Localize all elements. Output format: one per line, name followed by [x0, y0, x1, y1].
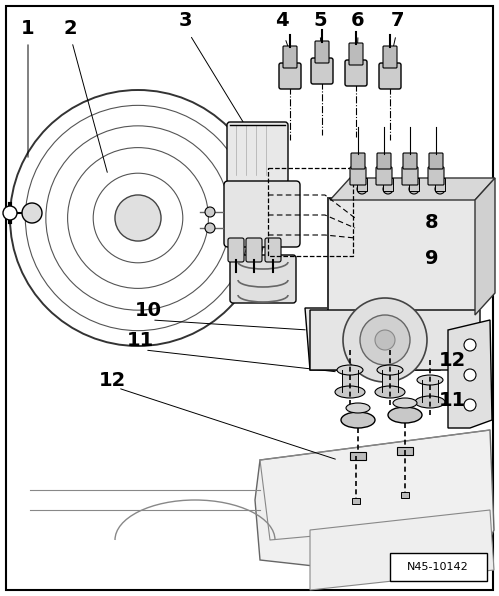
FancyBboxPatch shape — [350, 167, 366, 185]
FancyBboxPatch shape — [376, 167, 392, 185]
Bar — [435, 178, 445, 191]
FancyBboxPatch shape — [429, 153, 443, 169]
Bar — [350, 452, 366, 460]
FancyBboxPatch shape — [351, 153, 365, 169]
FancyBboxPatch shape — [349, 43, 363, 65]
FancyBboxPatch shape — [227, 122, 288, 183]
FancyBboxPatch shape — [246, 238, 262, 262]
Text: 12: 12 — [439, 350, 466, 370]
Circle shape — [343, 298, 427, 382]
Text: 6: 6 — [351, 11, 365, 29]
Text: 9: 9 — [425, 249, 439, 268]
FancyBboxPatch shape — [379, 63, 401, 89]
FancyBboxPatch shape — [228, 238, 244, 262]
Circle shape — [383, 184, 393, 194]
Bar — [422, 380, 438, 402]
Polygon shape — [475, 178, 495, 315]
Text: 3: 3 — [178, 11, 192, 29]
Bar — [397, 447, 413, 455]
Text: N45-10142: N45-10142 — [407, 562, 469, 572]
FancyBboxPatch shape — [283, 46, 297, 68]
FancyBboxPatch shape — [311, 58, 333, 84]
Ellipse shape — [341, 412, 375, 428]
Text: 2: 2 — [63, 18, 77, 38]
FancyBboxPatch shape — [265, 238, 281, 262]
Circle shape — [409, 184, 419, 194]
Text: 8: 8 — [425, 213, 439, 231]
Circle shape — [357, 184, 367, 194]
Circle shape — [22, 203, 42, 223]
Text: 7: 7 — [391, 11, 405, 29]
Circle shape — [115, 195, 161, 241]
FancyBboxPatch shape — [230, 255, 296, 303]
Polygon shape — [310, 510, 494, 590]
Bar — [357, 178, 367, 191]
Circle shape — [10, 90, 266, 346]
Ellipse shape — [335, 386, 365, 398]
Ellipse shape — [346, 403, 370, 413]
Circle shape — [375, 330, 395, 350]
Bar — [401, 492, 409, 498]
FancyBboxPatch shape — [402, 167, 418, 185]
FancyBboxPatch shape — [328, 198, 477, 317]
Text: 5: 5 — [313, 11, 327, 29]
Circle shape — [205, 223, 215, 233]
Ellipse shape — [337, 365, 363, 375]
Bar — [409, 178, 419, 191]
Circle shape — [464, 399, 476, 411]
Text: 10: 10 — [135, 300, 162, 319]
Ellipse shape — [388, 407, 422, 423]
Text: 12: 12 — [98, 371, 126, 390]
FancyBboxPatch shape — [279, 63, 301, 89]
Bar — [382, 370, 398, 392]
Ellipse shape — [415, 396, 445, 408]
Polygon shape — [305, 308, 445, 370]
Text: 1: 1 — [21, 18, 35, 38]
Circle shape — [360, 315, 410, 365]
Bar — [352, 498, 360, 504]
FancyBboxPatch shape — [345, 60, 367, 86]
FancyBboxPatch shape — [315, 41, 329, 63]
Circle shape — [3, 206, 17, 220]
Bar — [383, 178, 393, 191]
Text: 11: 11 — [126, 331, 154, 349]
Circle shape — [464, 369, 476, 381]
Ellipse shape — [417, 375, 443, 385]
Circle shape — [464, 339, 476, 351]
FancyBboxPatch shape — [377, 153, 391, 169]
FancyBboxPatch shape — [224, 181, 300, 247]
Polygon shape — [310, 310, 480, 370]
Circle shape — [435, 184, 445, 194]
Polygon shape — [255, 430, 494, 570]
FancyBboxPatch shape — [383, 46, 397, 68]
Bar — [342, 370, 358, 392]
Ellipse shape — [377, 365, 403, 375]
Circle shape — [205, 207, 215, 217]
Polygon shape — [330, 178, 495, 200]
Ellipse shape — [375, 386, 405, 398]
Ellipse shape — [393, 398, 417, 408]
Bar — [268, 168, 353, 256]
FancyBboxPatch shape — [403, 153, 417, 169]
FancyBboxPatch shape — [428, 167, 444, 185]
Text: 4: 4 — [275, 11, 289, 29]
Text: 11: 11 — [439, 390, 466, 409]
Polygon shape — [448, 320, 492, 428]
Bar — [390, 553, 487, 581]
